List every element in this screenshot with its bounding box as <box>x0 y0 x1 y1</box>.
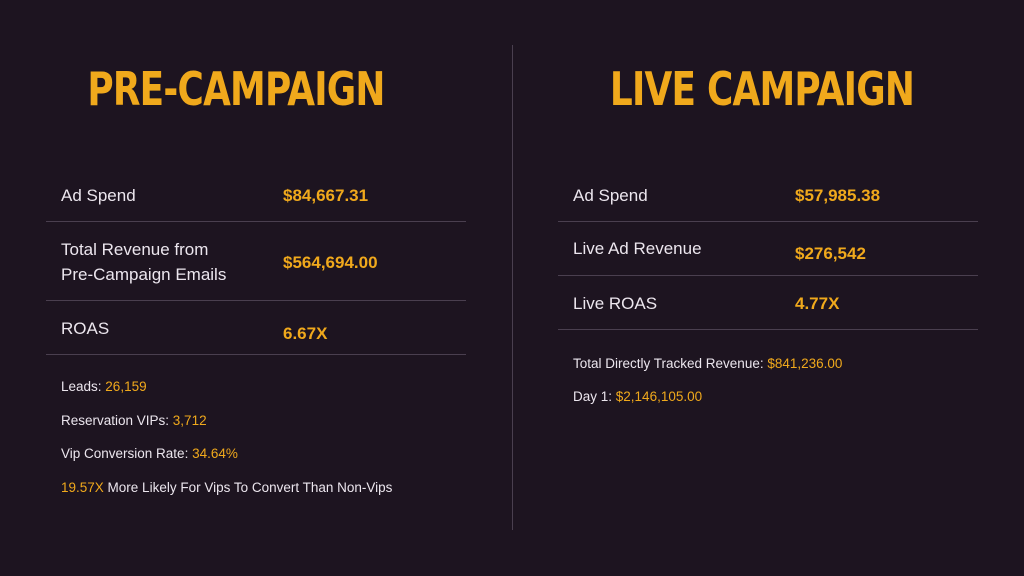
note-value: 3,712 <box>172 413 207 428</box>
note-text: Total Directly Tracked Revenue: <box>573 356 768 371</box>
row-value: $276,542 <box>795 244 866 263</box>
note-value: 19.57X <box>61 480 104 495</box>
table-row: Ad Spend $57,985.38 <box>558 170 978 222</box>
row-value: $564,694.00 <box>283 253 378 272</box>
note-value: 34.64% <box>192 446 238 461</box>
pre-campaign-table: Ad Spend $84,667.31 Total Revenue from P… <box>46 170 466 355</box>
center-divider <box>512 45 513 530</box>
note-total-tracked-revenue: Total Directly Tracked Revenue: $841,236… <box>573 356 842 371</box>
note-text: Leads: <box>61 379 106 394</box>
row-label-line: Total Revenue from <box>61 240 209 259</box>
row-value: $84,667.31 <box>283 186 369 205</box>
note-value: $841,236.00 <box>767 356 843 371</box>
pre-campaign-title: PRE-CAMPAIGN <box>87 62 385 116</box>
row-label: Live Ad Revenue <box>573 239 702 258</box>
row-value: $57,985.38 <box>795 186 881 205</box>
note-likelihood: 19.57X More Likely For Vips To Convert T… <box>61 480 392 495</box>
note-vip-conversion-rate: Vip Conversion Rate: 34.64% <box>61 446 238 461</box>
table-row: Live Ad Revenue $276,542 <box>558 222 978 276</box>
row-label: Ad Spend <box>61 186 136 205</box>
table-row: Ad Spend $84,667.31 <box>46 170 466 222</box>
row-value: 6.67X <box>283 324 328 343</box>
note-day-1: Day 1: $2,146,105.00 <box>573 389 702 404</box>
note-value: 26,159 <box>105 379 147 394</box>
note-text: Vip Conversion Rate: <box>61 446 193 461</box>
note-leads: Leads: 26,159 <box>61 379 147 394</box>
table-row: Live ROAS 4.77X <box>558 276 978 330</box>
row-label: ROAS <box>61 319 110 338</box>
table-row: Total Revenue from Pre-Campaign Emails $… <box>46 222 466 301</box>
live-campaign-title: LIVE CAMPAIGN <box>609 62 915 116</box>
row-label-line: Pre-Campaign Emails <box>61 265 227 284</box>
table-row: ROAS 6.67X <box>46 301 466 355</box>
note-value: $2,146,105.00 <box>615 389 703 404</box>
note-reservation-vips: Reservation VIPs: 3,712 <box>61 413 207 428</box>
row-label: Total Revenue from Pre-Campaign Emails <box>61 237 226 287</box>
row-value: 4.77X <box>795 294 840 313</box>
note-text: Reservation VIPs: <box>61 413 173 428</box>
row-label: Live ROAS <box>573 294 658 313</box>
note-text: More Likely For Vips To Convert Than Non… <box>103 480 393 495</box>
live-campaign-table: Ad Spend $57,985.38 Live Ad Revenue $276… <box>558 170 978 330</box>
row-label: Ad Spend <box>573 186 648 205</box>
note-text: Day 1: <box>573 389 616 404</box>
